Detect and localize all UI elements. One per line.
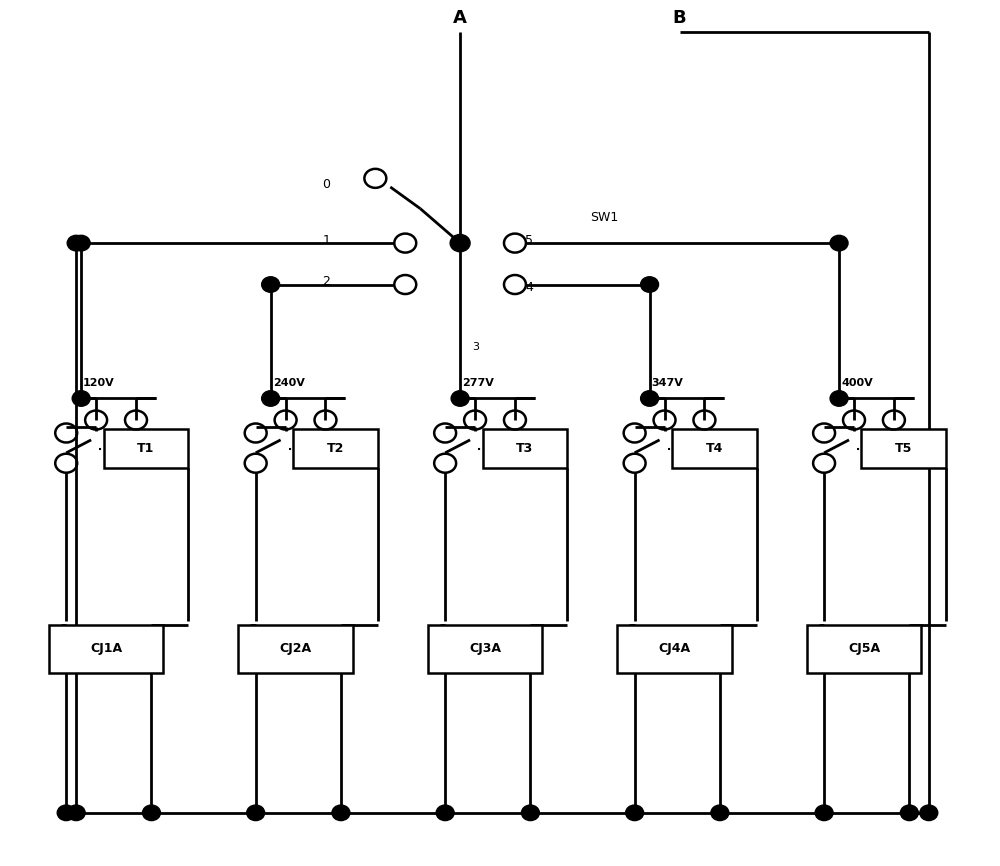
Circle shape xyxy=(830,391,848,406)
Circle shape xyxy=(57,805,75,821)
Circle shape xyxy=(900,805,918,821)
Circle shape xyxy=(920,805,938,821)
Text: CJ5A: CJ5A xyxy=(848,643,880,656)
Circle shape xyxy=(451,391,469,406)
Text: CJ4A: CJ4A xyxy=(658,643,691,656)
Text: 277V: 277V xyxy=(462,378,494,388)
Text: 120V: 120V xyxy=(83,378,115,388)
Text: A: A xyxy=(453,10,467,28)
Circle shape xyxy=(711,805,729,821)
Circle shape xyxy=(436,805,454,821)
Circle shape xyxy=(67,805,85,821)
Circle shape xyxy=(72,236,90,251)
Circle shape xyxy=(626,805,644,821)
Text: T5: T5 xyxy=(895,442,913,455)
Bar xyxy=(104,430,188,468)
Bar xyxy=(49,625,163,673)
Circle shape xyxy=(262,391,280,406)
Circle shape xyxy=(641,391,659,406)
Bar xyxy=(861,430,946,468)
Text: 5: 5 xyxy=(525,234,533,247)
Circle shape xyxy=(142,805,160,821)
Circle shape xyxy=(450,235,470,252)
Bar xyxy=(293,430,378,468)
Bar xyxy=(617,625,732,673)
Bar xyxy=(672,430,757,468)
Text: 347V: 347V xyxy=(652,378,683,388)
Text: 4: 4 xyxy=(525,281,533,294)
Text: T1: T1 xyxy=(137,442,155,455)
Bar xyxy=(428,625,542,673)
Text: 3: 3 xyxy=(472,342,479,352)
Text: T3: T3 xyxy=(516,442,534,455)
Text: 240V: 240V xyxy=(273,378,305,388)
Bar xyxy=(807,625,921,673)
Circle shape xyxy=(332,805,350,821)
Text: T4: T4 xyxy=(706,442,723,455)
Text: SW1: SW1 xyxy=(590,210,618,223)
Text: 0: 0 xyxy=(322,178,330,191)
Text: 2: 2 xyxy=(323,275,330,288)
Text: CJ1A: CJ1A xyxy=(90,643,122,656)
Bar xyxy=(483,430,567,468)
Text: B: B xyxy=(673,10,686,28)
Circle shape xyxy=(262,277,280,293)
Circle shape xyxy=(247,805,265,821)
Text: CJ2A: CJ2A xyxy=(280,643,312,656)
Circle shape xyxy=(67,236,85,251)
Circle shape xyxy=(521,805,539,821)
Text: T2: T2 xyxy=(327,442,344,455)
Text: 400V: 400V xyxy=(841,378,873,388)
Text: CJ3A: CJ3A xyxy=(469,643,501,656)
Circle shape xyxy=(815,805,833,821)
Circle shape xyxy=(641,277,659,293)
Bar xyxy=(238,625,353,673)
Circle shape xyxy=(830,236,848,251)
Text: 1: 1 xyxy=(323,234,330,247)
Circle shape xyxy=(72,391,90,406)
